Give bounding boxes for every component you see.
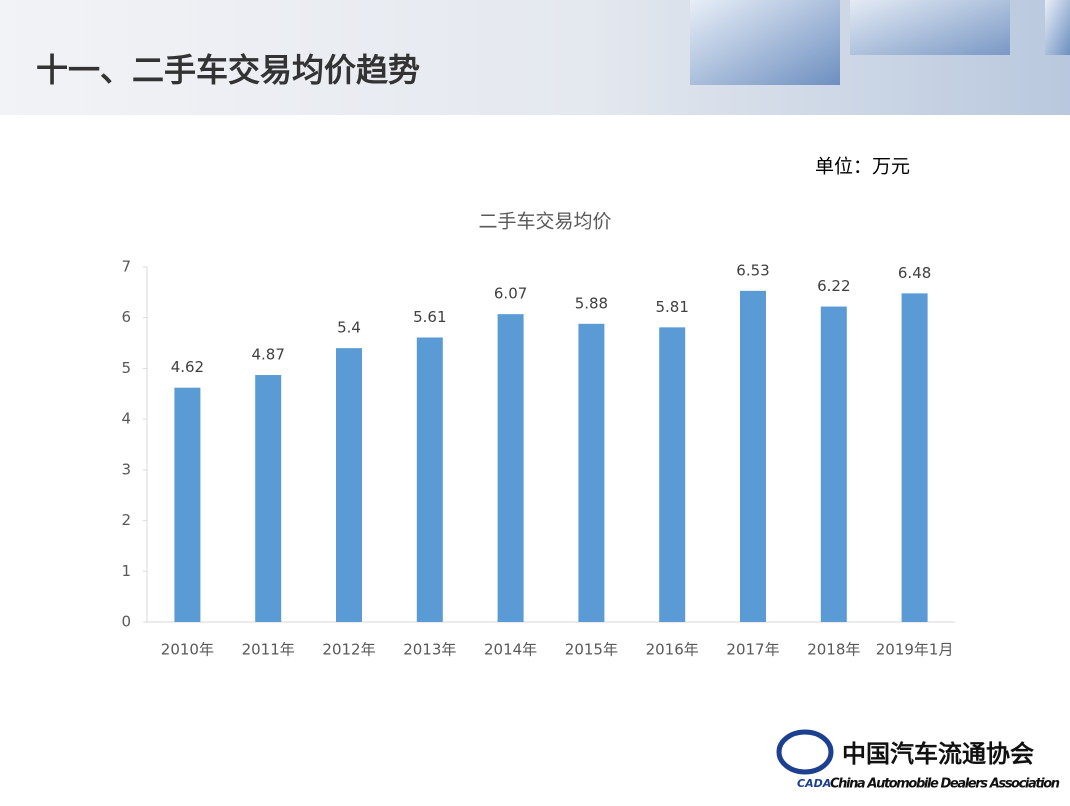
data-label: 6.48 [898,264,931,282]
data-label: 4.62 [171,358,204,376]
y-tick-label: 0 [121,613,131,631]
logo: CADA 中国汽车流通协会 China Automobile Dealers A… [776,729,1060,792]
header-cube [850,0,1010,55]
data-label: 5.4 [337,319,361,337]
x-tick-label: 2016年 [646,641,699,659]
chart-title: 二手车交易均价 [478,211,611,233]
y-tick-label: 4 [121,410,131,428]
bar [497,314,524,622]
header-cube [1045,0,1070,55]
x-tick-label: 2018年 [807,641,860,659]
x-tick-label: 2010年 [161,641,214,659]
bar [820,306,847,622]
y-tick-label: 5 [121,359,131,377]
bar [901,293,928,622]
x-tick-label: 2015年 [565,641,618,659]
data-label: 5.88 [575,294,608,312]
x-tick-label: 2019年1月 [876,641,954,659]
logo-abbr: CADA [797,777,831,790]
header-cube [690,0,840,85]
x-tick-label: 2013年 [403,641,456,659]
y-tick-label: 1 [121,562,131,580]
data-label: 4.87 [251,346,284,364]
unit-label: 单位：万元 [815,156,910,178]
bar [336,348,362,622]
bar [659,327,686,622]
bar [578,323,605,622]
x-tick-label: 2012年 [322,641,375,659]
x-tick-label: 2017年 [726,641,779,659]
bar [740,290,766,622]
logo-name-cn: 中国汽车流通协会 [842,740,1034,768]
y-tick-label: 2 [121,511,131,529]
logo-name-en: China Automobile Dealers Association [830,777,1060,792]
x-tick-label: 2011年 [242,641,295,659]
y-tick-label: 6 [121,308,131,326]
slide-title: 十一、二手车交易均价趋势 [36,51,420,89]
data-label: 5.81 [655,298,688,316]
logo-mark [776,729,834,775]
y-tick-label: 7 [121,258,131,276]
data-label: 6.22 [817,277,850,295]
data-label: 5.61 [413,308,446,326]
bar [416,337,443,622]
bar [174,387,201,622]
data-label: 6.07 [494,285,527,303]
y-tick-label: 3 [121,460,131,478]
bar [255,375,282,622]
x-tick-label: 2014年 [484,641,537,659]
data-label: 6.53 [736,261,769,279]
